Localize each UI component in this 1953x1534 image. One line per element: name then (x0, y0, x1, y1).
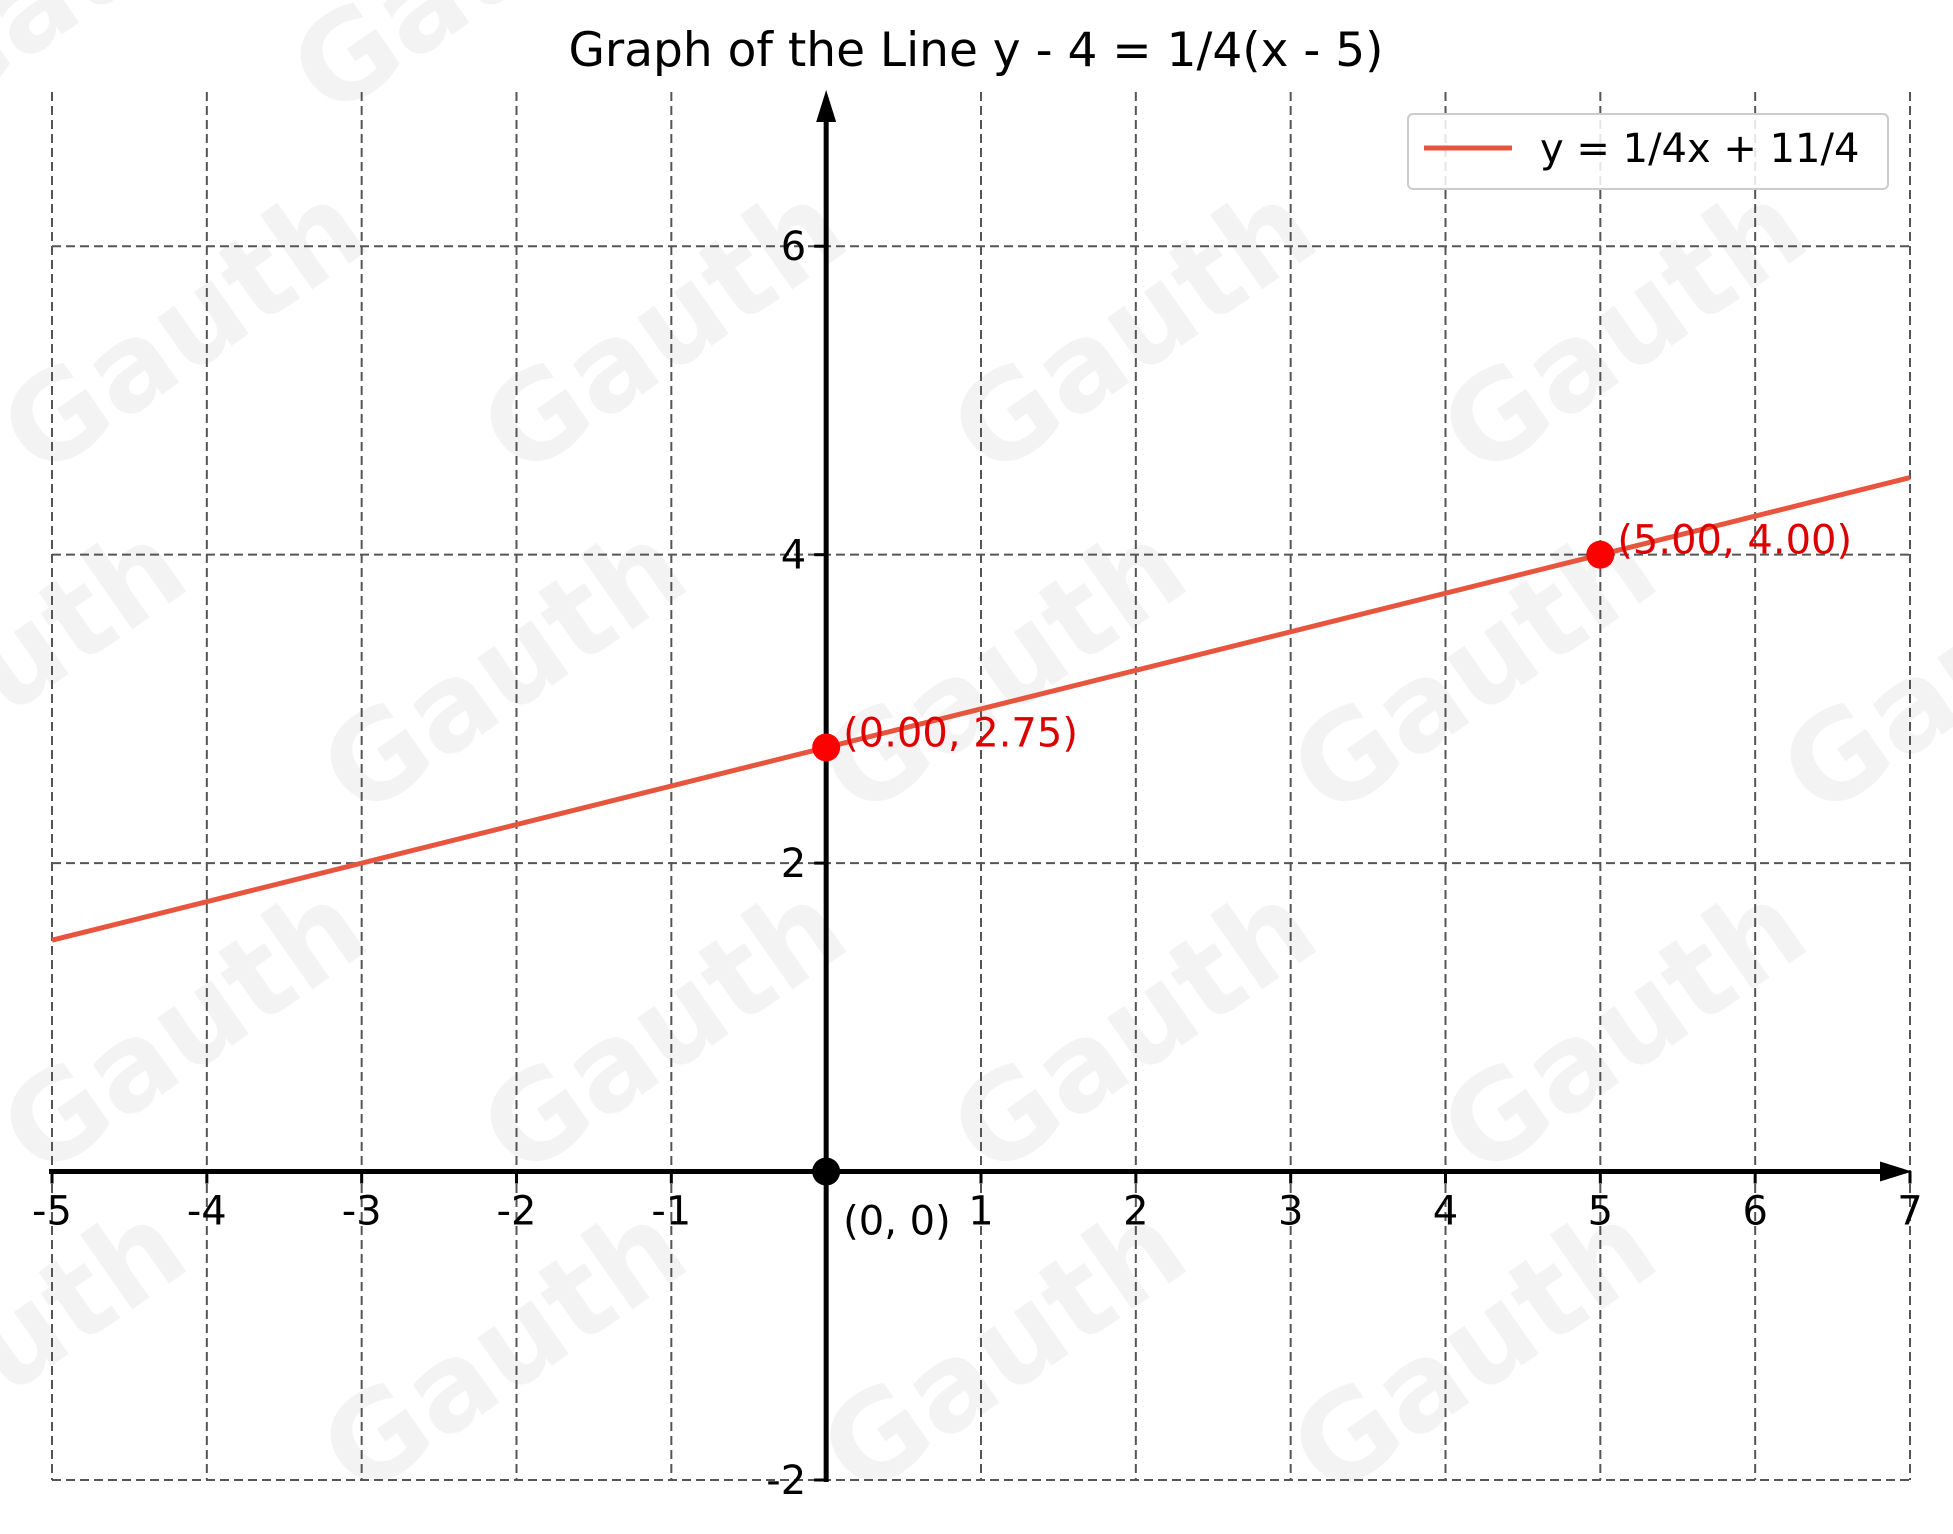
points-layer: (0.00, 2.75) (5.00, 4.00) (0, 0) (812, 518, 1852, 1245)
x-tick-label: -1 (651, 1189, 691, 1235)
y-tick-label: 6 (781, 224, 806, 270)
y-tick-label: -2 (766, 1458, 806, 1504)
chart-title: Graph of the Line y - 4 = 1/4(x - 5) (569, 23, 1384, 78)
x-tick-label: 5 (1588, 1189, 1613, 1235)
y-axis-arrow (816, 90, 837, 122)
watermark-text: Gauth (1417, 856, 1831, 1204)
x-tick-label: 7 (1897, 1189, 1922, 1235)
legend: y = 1/4x + 11/4 (1407, 113, 1889, 190)
watermark-text: Gauth (457, 156, 871, 504)
axes (49, 90, 1912, 1482)
data-point (812, 1157, 841, 1186)
point-label: (5.00, 4.00) (1617, 518, 1852, 564)
legend-label: y = 1/4x + 11/4 (1540, 126, 1859, 172)
x-tick-label: 2 (1123, 1189, 1148, 1235)
x-tick-label: 3 (1278, 1189, 1303, 1235)
y-tick-label: 2 (781, 841, 806, 887)
watermark-text: Gauth (0, 156, 391, 504)
watermark-text: Gauth (927, 856, 1341, 1204)
x-tick-label: -2 (497, 1189, 537, 1235)
x-tick-label: 4 (1433, 1189, 1458, 1235)
watermark-text: Gauth (1417, 156, 1831, 504)
y-tick-label: 4 (781, 533, 806, 579)
data-point (812, 733, 841, 762)
grid (51, 92, 1911, 1481)
x-axis-arrow (1880, 1161, 1912, 1182)
watermark-text: Gauth (0, 856, 391, 1204)
point-label: (0, 0) (843, 1199, 951, 1245)
watermark-text: Gauth (0, 496, 211, 844)
watermark-text: Gauth (797, 496, 1211, 844)
watermark-text: Gauth (457, 856, 871, 1204)
point-label: (0.00, 2.75) (843, 710, 1078, 756)
legend-box (1407, 113, 1889, 190)
x-tick-label: -3 (342, 1189, 382, 1235)
watermark-text: Gauth (927, 156, 1341, 504)
watermark-text: Gauth (1267, 1176, 1681, 1524)
x-tick-label: 6 (1742, 1189, 1767, 1235)
x-tick-label: -5 (32, 1189, 72, 1235)
watermark-text: Gauth (0, 0, 291, 144)
x-tick-label: -4 (187, 1189, 227, 1235)
data-point (1586, 540, 1615, 569)
tick-labels: -5 -4 -3 -2 -1 1 2 3 4 5 6 7 -2 2 4 6 (32, 224, 1923, 1504)
x-tick-label: 1 (968, 1189, 993, 1235)
